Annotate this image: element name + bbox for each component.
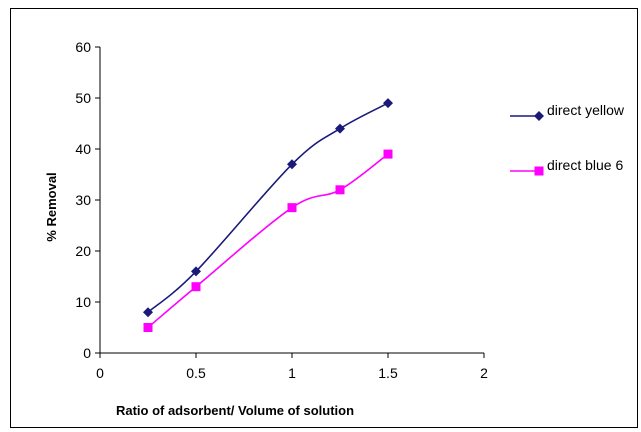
data-point [191, 282, 201, 292]
y-tick-label: 40 [75, 141, 91, 157]
series-line [147, 153, 389, 329]
data-point [383, 149, 393, 159]
x-tick-label: 1.5 [378, 365, 398, 381]
y-tick-label: 30 [75, 192, 91, 208]
data-point [287, 203, 297, 213]
y-tick-label: 50 [75, 90, 91, 106]
x-tick-label: 2 [480, 365, 488, 381]
data-point [191, 266, 201, 277]
data-point [335, 123, 345, 134]
series-2 [143, 149, 393, 332]
legend-label: direct yellow [547, 102, 625, 118]
x-tick-label: 1 [288, 365, 296, 381]
legend: direct yellow direct blue 6 [510, 102, 625, 176]
legend-item: direct yellow [510, 102, 625, 121]
axes: 0 10 20 30 40 50 60 0 0.5 1 1.5 2 [75, 39, 488, 381]
legend-marker [534, 111, 544, 121]
line-chart: 0 10 20 30 40 50 60 0 0.5 1 1.5 2 % Removal Ratio o… [44, 39, 625, 418]
data-point [335, 185, 345, 195]
series-line [147, 102, 389, 313]
data-point [287, 159, 297, 170]
data-point [143, 307, 153, 318]
x-tick-label: 0 [96, 365, 104, 381]
legend-item: direct blue 6 [510, 157, 623, 176]
series-1 [143, 98, 393, 318]
x-axis-title: Ratio of adsorbent/ Volume of solution [116, 403, 354, 418]
top-clipped-strip [0, 0, 641, 8]
y-tick-label: 20 [75, 243, 91, 259]
data-point [383, 98, 393, 109]
data-point [143, 323, 153, 332]
y-tick-label: 0 [83, 345, 91, 361]
legend-label: direct blue 6 [547, 157, 623, 173]
chart-frame: 0 10 20 30 40 50 60 0 0.5 1 1.5 2 % Removal Ratio o… [10, 8, 638, 428]
y-axis-title: % Removal [44, 172, 59, 241]
legend-marker [534, 166, 544, 176]
y-tick-label: 60 [75, 39, 91, 55]
x-tick-label: 0.5 [186, 365, 206, 381]
series-layer [143, 98, 393, 332]
y-tick-label: 10 [75, 294, 91, 310]
